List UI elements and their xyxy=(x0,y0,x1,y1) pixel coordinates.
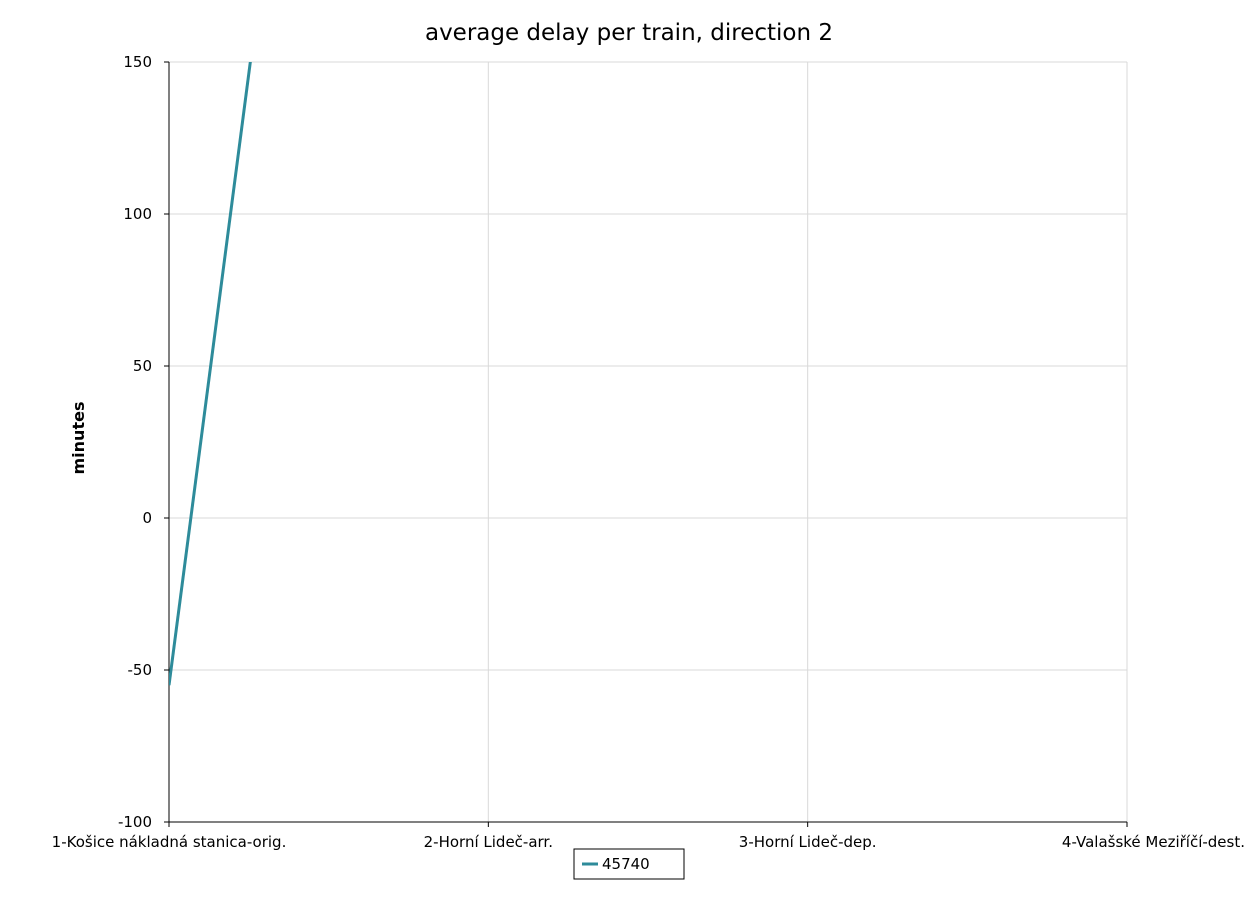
y-tick-label: 100 xyxy=(123,205,152,223)
chart-title: average delay per train, direction 2 xyxy=(425,20,833,46)
y-tick-label: 150 xyxy=(123,53,152,71)
series-line xyxy=(169,62,252,686)
legend-label: 45740 xyxy=(602,855,650,873)
axes xyxy=(168,62,1127,823)
x-tick-label: 1-Košice nákladná stanica-orig. xyxy=(52,833,287,851)
x-axis-ticks: 1-Košice nákladná stanica-orig. 2-Horní L… xyxy=(52,822,1245,851)
legend: 45740 xyxy=(573,848,685,880)
x-tick-label: 3-Horní Lideč-dep. xyxy=(739,833,877,851)
y-tick-label: 50 xyxy=(133,357,152,375)
y-axis-title: minutes xyxy=(69,402,88,475)
x-tick-label: 2-Horní Lideč-arr. xyxy=(424,833,553,851)
plot-area xyxy=(169,62,252,686)
grid-lines xyxy=(169,61,1128,823)
y-tick-label: 0 xyxy=(142,509,152,527)
y-tick-label: -50 xyxy=(128,661,153,679)
y-tick-label: -100 xyxy=(118,813,152,831)
x-tick-label: 4-Valašské Meziříčí-dest. xyxy=(1062,833,1245,851)
y-axis-ticks: 150 100 50 0 -50 -100 xyxy=(118,53,169,831)
